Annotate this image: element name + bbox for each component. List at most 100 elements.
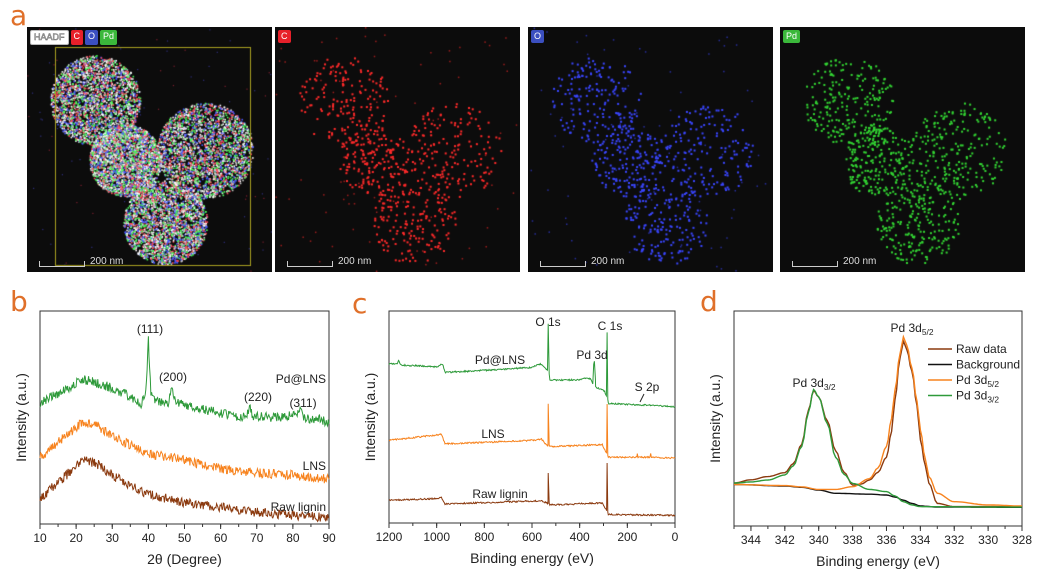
legend-label-sub: 3/2 [987, 395, 999, 405]
series-line [39, 456, 330, 523]
x-tick-label: 30 [106, 531, 120, 545]
scale-bar-label: 200 nm [338, 256, 372, 267]
series-line [388, 462, 676, 517]
x-tick-label: 338 [843, 533, 863, 547]
scale-bar: 200 nm [792, 256, 876, 267]
legend-label: Pd 3d5/2 [956, 373, 999, 389]
chart-c: 1200 1000 800 600 400 200 0 Binding energy (eV)… [362, 310, 679, 566]
panel-label-b: b [10, 285, 28, 318]
scale-bar-line [540, 261, 586, 267]
plot-frame [388, 310, 676, 524]
scale-bar: 200 nm [39, 256, 123, 267]
y-axis-label: Intensity (a.u.) [707, 374, 723, 463]
x-tick-label: 334 [910, 533, 930, 547]
peak-annotation: (311) [289, 396, 316, 410]
peak-annotation: (111) [137, 322, 163, 336]
legend-label-main: Pd 3d [956, 373, 987, 387]
x-tick-label: 20 [69, 531, 83, 545]
eds-map-c: C 200 nm [275, 27, 520, 272]
x-axis-label: 2θ (Degree) [147, 551, 222, 567]
scale-bar: 200 nm [287, 256, 371, 267]
peak-annotation: (200) [159, 370, 187, 384]
x-tick-label: 600 [522, 530, 542, 544]
peak-annotation: (220) [244, 390, 272, 404]
series-line [39, 336, 330, 428]
x-tick-label: 10 [33, 531, 47, 545]
channel-tag: Pd [783, 30, 801, 43]
channel-tag: C [278, 30, 291, 43]
x-tick-label: 80 [286, 531, 300, 545]
scale-bar-line [287, 261, 333, 267]
peak-annotation: C 1s [598, 319, 623, 333]
peak-annotation: Pd 3d [576, 348, 607, 362]
micrograph [27, 27, 272, 272]
chart-b: 10 20 30 40 50 60 70 80 90 2θ (Degree) Intensity (… [13, 310, 336, 567]
series-line [388, 323, 676, 408]
series-line [388, 403, 676, 460]
peak-annotation: O 1s [535, 315, 560, 329]
series-line [734, 388, 1022, 508]
x-tick-label: 800 [474, 530, 494, 544]
series-line [734, 334, 1022, 507]
legend-label-sub: 5/2 [987, 379, 999, 389]
peak-annotation-main: Pd 3d [792, 376, 823, 390]
peak-annotation: Pd 3d5/2 [890, 321, 933, 337]
series-label: Raw lignin [271, 500, 326, 514]
eds-map-pd: Pd 200 nm [780, 27, 1025, 272]
y-axis-label: Intensity (a.u.) [362, 373, 378, 462]
legend-label-main: Pd 3d [956, 389, 987, 403]
micrograph [780, 27, 1025, 272]
y-axis-label: Intensity (a.u.) [13, 373, 29, 462]
channel-tag: HAADF [30, 30, 69, 45]
channel-tags: C [278, 30, 291, 43]
series-label: LNS [303, 459, 326, 473]
x-tick-label: 344 [741, 533, 761, 547]
scale-bar-label: 200 nm [591, 256, 625, 267]
micrograph [275, 27, 520, 272]
x-tick-label: 330 [978, 533, 998, 547]
x-axis-label: Binding energy (eV) [470, 550, 594, 566]
series-label: Pd@LNS [475, 353, 525, 367]
series-label: LNS [481, 427, 504, 441]
legend-label: Pd 3d3/2 [956, 389, 999, 405]
x-tick-label: 342 [775, 533, 795, 547]
x-tick-label: 50 [178, 531, 192, 545]
scale-bar-label: 200 nm [843, 256, 877, 267]
scale-bar-line [792, 261, 838, 267]
series-label: Raw lignin [472, 487, 527, 501]
scale-bar: 200 nm [540, 256, 624, 267]
x-tick-label: 1000 [423, 530, 450, 544]
channel-tag: Pd [100, 30, 118, 45]
x-tick-label: 332 [944, 533, 964, 547]
peak-annotation: S 2p [635, 380, 660, 394]
x-axis-label: Binding energy (eV) [816, 553, 940, 569]
x-tick-label: 60 [214, 531, 228, 545]
legend-label-main: Background [956, 358, 1020, 372]
channel-tag: C [70, 30, 84, 45]
x-tick-label: 70 [250, 531, 264, 545]
series-line [39, 419, 330, 484]
x-tick-label: 328 [1012, 533, 1032, 547]
x-tick-label: 340 [809, 533, 829, 547]
channel-tag: O [531, 30, 545, 43]
x-tick-label: 0 [672, 530, 679, 544]
x-tick-label: 336 [876, 533, 896, 547]
scale-bar-label: 200 nm [90, 256, 124, 267]
scale-bar-line [39, 261, 85, 267]
x-tick-label: 200 [617, 530, 637, 544]
x-tick-label: 1200 [376, 530, 403, 544]
panel-label-a: a [10, 0, 28, 32]
peak-annotation-sub: 3/2 [824, 382, 836, 392]
plot-frame [733, 310, 1023, 527]
channel-tags: Pd [783, 30, 801, 43]
series-label: Pd@LNS [276, 372, 326, 386]
legend-label-main: Raw data [956, 342, 1007, 356]
chart-d: 344 342 340 338 336 334 332 330 328 Binding energ… [707, 310, 1032, 569]
peak-annotation-main: Pd 3d [890, 321, 921, 335]
x-tick-label: 40 [142, 531, 156, 545]
peak-annotation-sub: 5/2 [922, 327, 934, 337]
eds-map-o: O 200 nm [528, 27, 773, 272]
channel-tags: HAADF C O Pd [30, 30, 118, 45]
